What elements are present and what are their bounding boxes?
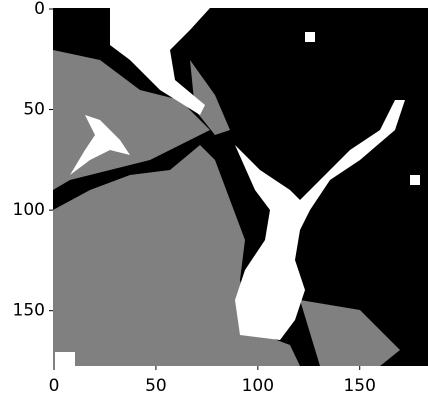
segmentation-image [53, 8, 428, 366]
x-tick-label: 100 [242, 376, 274, 396]
x-tick-label: 0 [49, 376, 60, 396]
y-tick-label: 150 [13, 301, 45, 321]
x-tick-label: 150 [343, 376, 375, 396]
x-tick-label: 50 [145, 376, 167, 396]
y-tick-label: 50 [23, 100, 45, 120]
y-tick-label: 100 [13, 200, 45, 220]
y-tick-label: 0 [34, 0, 45, 19]
